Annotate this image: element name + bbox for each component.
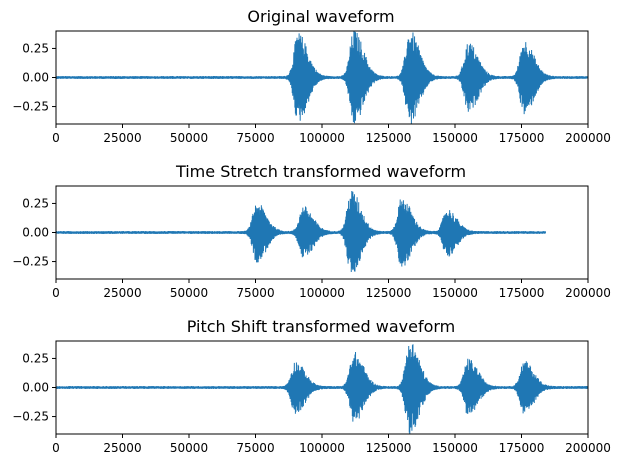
x-tick-label: 125000: [366, 286, 412, 300]
x-tick-label: 125000: [366, 131, 412, 145]
x-tick-label: 100000: [299, 131, 345, 145]
x-tick-label: 175000: [499, 441, 545, 455]
subplot-time-stretch: Time Stretch transformed waveform 0 25000…: [12, 162, 611, 300]
waveform-line: [56, 344, 588, 434]
x-tick-label: 50000: [170, 441, 208, 455]
x-tick-label: 125000: [366, 441, 412, 455]
plot-area: [56, 344, 588, 434]
x-tick-label: 200000: [565, 131, 611, 145]
x-tick-label: 150000: [432, 441, 478, 455]
y-tick-label: −0.25: [12, 100, 49, 114]
x-tick-label: 175000: [499, 131, 545, 145]
x-tick-label: 0: [52, 441, 60, 455]
y-tick-label: 0.00: [22, 226, 49, 240]
x-tick-label: 0: [52, 286, 60, 300]
subplot-title: Time Stretch transformed waveform: [175, 162, 466, 181]
x-tick-label: 25000: [103, 131, 141, 145]
plot-area: [56, 31, 588, 124]
y-tick-label: 0.25: [22, 351, 49, 365]
x-tick-label: 100000: [299, 286, 345, 300]
y-tick-label: 0.00: [22, 71, 49, 85]
x-tick-label: 75000: [236, 441, 274, 455]
x-tick-label: 50000: [170, 131, 208, 145]
x-tick-label: 25000: [103, 441, 141, 455]
y-tick-label: −0.25: [12, 410, 49, 424]
plot-area: [56, 190, 546, 272]
x-tick-label: 175000: [499, 286, 545, 300]
x-tick-label: 25000: [103, 286, 141, 300]
y-tick-label: −0.25: [12, 255, 49, 269]
x-tick-label: 100000: [299, 441, 345, 455]
x-tick-label: 75000: [236, 286, 274, 300]
x-tick-label: 150000: [432, 131, 478, 145]
subplot-pitch-shift: Pitch Shift transformed waveform 0 25000 5…: [12, 317, 611, 455]
waveform-line: [56, 190, 546, 272]
x-tick-label: 0: [52, 131, 60, 145]
x-tick-label: 200000: [565, 286, 611, 300]
y-tick-label: 0.00: [22, 381, 49, 395]
waveform-line: [56, 31, 588, 124]
x-tick-label: 150000: [432, 286, 478, 300]
x-tick-label: 50000: [170, 286, 208, 300]
y-tick-label: 0.25: [22, 196, 49, 210]
x-tick-label: 200000: [565, 441, 611, 455]
subplot-original: Original waveform 0 25000 50000 75000 100000…: [12, 7, 611, 145]
x-tick-label: 75000: [236, 131, 274, 145]
subplot-title: Original waveform: [247, 7, 394, 26]
y-tick-label: 0.25: [22, 41, 49, 55]
subplot-title: Pitch Shift transformed waveform: [187, 317, 456, 336]
